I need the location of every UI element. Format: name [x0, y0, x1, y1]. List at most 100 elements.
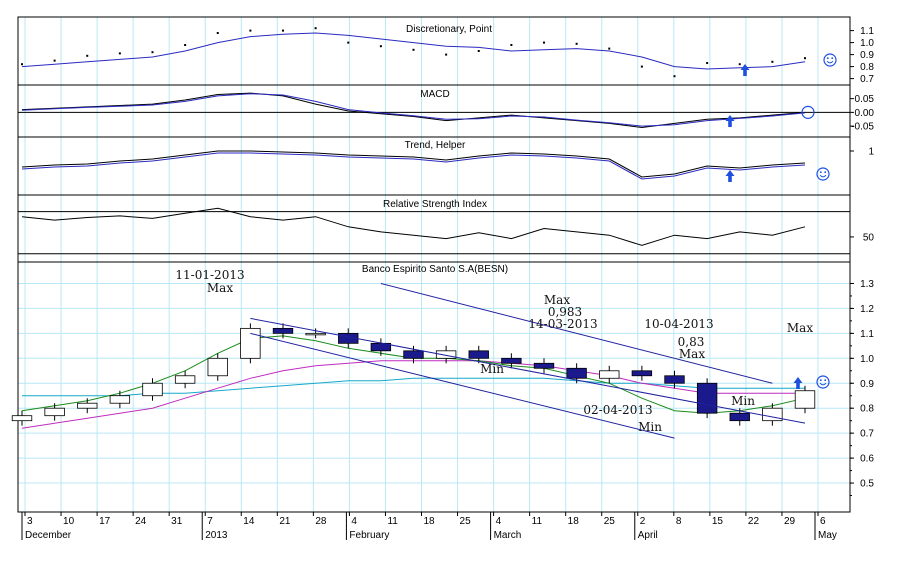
x-tick-label: 2	[640, 516, 646, 527]
x-month-label: March	[494, 530, 522, 541]
candle	[566, 367, 587, 379]
signal-circle-icon	[801, 105, 815, 119]
discretionary-point	[282, 29, 284, 32]
trend-upper-line	[21, 150, 806, 178]
y-tick-label: 0.7	[860, 74, 874, 85]
discretionary-line	[21, 32, 806, 70]
discretionary-point	[640, 65, 643, 68]
x-tick-label: 31	[171, 516, 183, 527]
candle	[240, 327, 261, 359]
discretionary-point	[184, 44, 187, 46]
buy-arrow-icon	[793, 377, 803, 389]
smiley-icon	[823, 53, 837, 67]
candle	[11, 415, 33, 422]
discretionary-point	[249, 29, 252, 32]
channel-lower-line	[250, 332, 675, 439]
annotation-date-min-apr: 02-04-2013	[583, 403, 652, 417]
y-tick-label: 1.2	[860, 304, 874, 315]
candle	[109, 395, 131, 404]
discretionary-point	[314, 27, 317, 30]
candle	[468, 350, 489, 359]
discretionary-point	[21, 63, 23, 66]
tick-labels: 1.11.00.90.80.70.050.00-0.051501.31.21.1…	[21, 26, 874, 541]
annotation-min-mar: Min	[480, 362, 504, 376]
buy-arrow-icon	[740, 64, 750, 76]
discretionary-point	[804, 57, 806, 60]
y-tick-label: 1	[868, 147, 874, 158]
smiley-icon	[816, 375, 830, 389]
annotation-date-max-jan: 11-01-2013	[175, 268, 244, 282]
discretionary-point	[543, 41, 545, 44]
y-tick-label: 1.0	[860, 354, 874, 365]
candle	[435, 350, 457, 359]
candle	[403, 350, 424, 359]
panel-frames	[17, 16, 851, 513]
x-tick-label: 29	[784, 516, 796, 527]
x-tick-label: 8	[676, 516, 682, 527]
annotation-max-end: Max	[787, 321, 813, 335]
x-month-label: May	[818, 530, 837, 541]
x-tick-label: 24	[135, 516, 147, 527]
discretionary-point	[53, 59, 56, 62]
annotation-min-apr: Min	[638, 420, 662, 434]
x-tick-label: 21	[279, 516, 291, 527]
candle	[44, 407, 65, 417]
panel-title-price: Banco Espirito Santo S.A(BESN)	[362, 264, 508, 275]
candle	[664, 375, 685, 384]
discretionary-point	[412, 48, 415, 51]
annotation-value-apr: 0,83	[678, 335, 705, 349]
candle	[533, 362, 555, 369]
macd-signal-line	[21, 93, 806, 127]
discretionary-point	[608, 47, 611, 50]
discretionary-point	[738, 63, 741, 66]
y-tick-label: 0.8	[860, 404, 874, 415]
candle	[696, 382, 718, 414]
annotation-max-mar: Max	[544, 293, 570, 307]
candle	[174, 375, 196, 384]
series-layer	[21, 27, 806, 429]
y-tick-label: 0.7	[860, 429, 874, 440]
panel-title-rsi: Relative Strength Index	[383, 199, 487, 210]
y-tick-label: 1.0	[860, 38, 874, 49]
candle	[501, 357, 522, 364]
y-tick-label: -0.05	[851, 122, 874, 133]
x-tick-label: 7	[207, 516, 213, 527]
annotation-date-apr: 10-04-2013	[644, 317, 713, 331]
discretionary-point	[118, 52, 121, 55]
candle	[794, 390, 816, 409]
signals-layer	[725, 53, 837, 389]
candles-layer	[11, 282, 816, 439]
candle	[599, 370, 620, 379]
y-tick-label: 1.1	[860, 26, 874, 37]
y-tick-label: 1.1	[860, 329, 874, 340]
y-tick-label: 0.5	[860, 479, 874, 490]
channel-upper-line	[250, 317, 806, 424]
candle	[207, 357, 228, 377]
x-tick-label: 11	[387, 516, 398, 527]
x-month-label: 2013	[205, 530, 228, 541]
y-tick-label: 1.3	[860, 279, 874, 290]
candle	[272, 327, 294, 334]
x-tick-label: 18	[424, 516, 436, 527]
discretionary-point	[706, 62, 709, 64]
panel-title-trend: Trend, Helper	[405, 140, 466, 151]
annotation-value-max-mar: 0,983	[548, 305, 582, 319]
channel-outer-line	[380, 282, 773, 384]
x-tick-label: 18	[568, 516, 580, 527]
discretionary-point	[477, 50, 480, 52]
discretionary-point	[379, 45, 382, 48]
x-tick-label: 3	[27, 516, 33, 527]
y-tick-label: 0.9	[860, 379, 874, 390]
panel-title-discretionary: Discretionary, Point	[406, 24, 492, 35]
x-tick-label: 22	[748, 516, 760, 527]
x-tick-label: 14	[243, 516, 255, 527]
candle	[305, 332, 326, 336]
discretionary-point	[216, 32, 219, 34]
discretionary-point	[151, 51, 154, 54]
annotation-max-apr: Max	[679, 347, 705, 361]
panel-frame	[17, 261, 851, 513]
x-tick-label: 10	[63, 516, 75, 527]
candle	[77, 402, 98, 409]
discretionary-point	[510, 44, 513, 46]
